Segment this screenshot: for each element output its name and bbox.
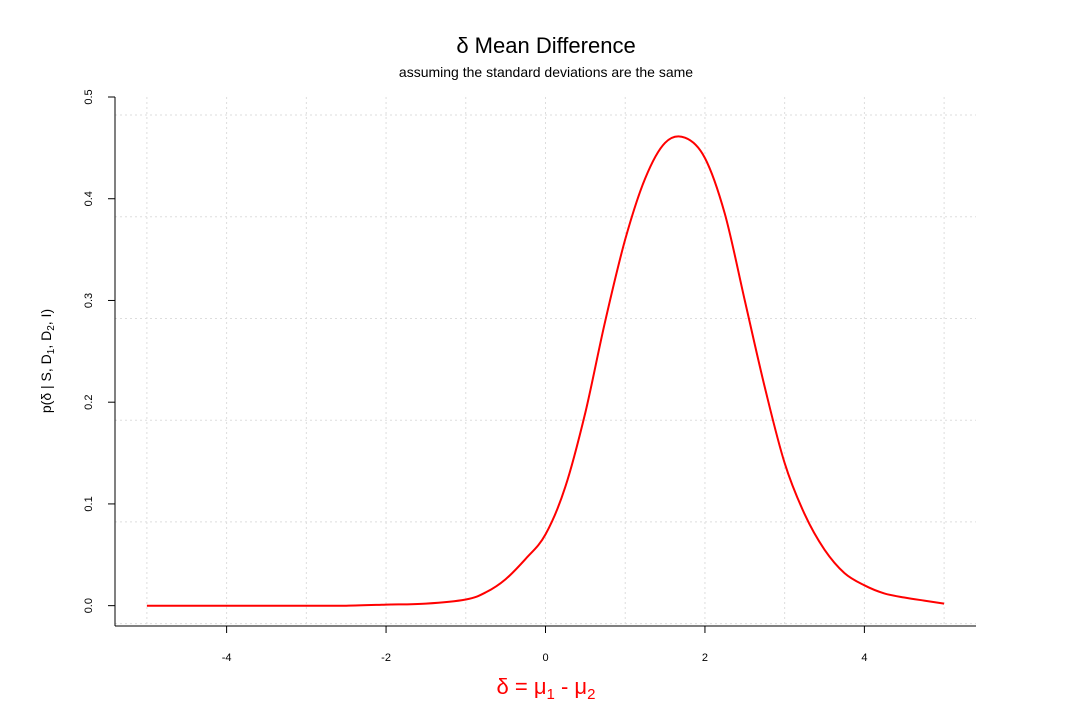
y-tick-label: 0.5 <box>83 89 95 104</box>
y-tick-label: 0.4 <box>83 191 95 206</box>
grid <box>115 97 976 626</box>
y-tick-label: 0.3 <box>83 293 95 308</box>
y-axis-label: p(δ | S, D1, D2, I) <box>38 309 57 413</box>
y-tick-label: 0.1 <box>83 496 95 511</box>
chart-title: δ Mean Difference <box>456 33 635 58</box>
x-axis-label: δ = μ1 - μ2 <box>497 674 596 703</box>
x-tick-label: -4 <box>222 652 232 664</box>
y-tick-label: 0.2 <box>83 395 95 410</box>
series <box>146 135 945 607</box>
x-tick-label: 4 <box>861 652 867 664</box>
density-curve-0 <box>146 135 945 607</box>
x-tick-label: 0 <box>542 652 548 664</box>
axes: -4 -2 0 2 4 0.0 0.1 0.2 0.3 0.4 0.5 <box>83 89 976 664</box>
y-tick-label: 0.0 <box>83 598 95 613</box>
x-tick-label: 2 <box>702 652 708 664</box>
x-tick-label: -2 <box>381 652 391 664</box>
chart-subtitle: assuming the standard deviations are the… <box>399 64 693 80</box>
